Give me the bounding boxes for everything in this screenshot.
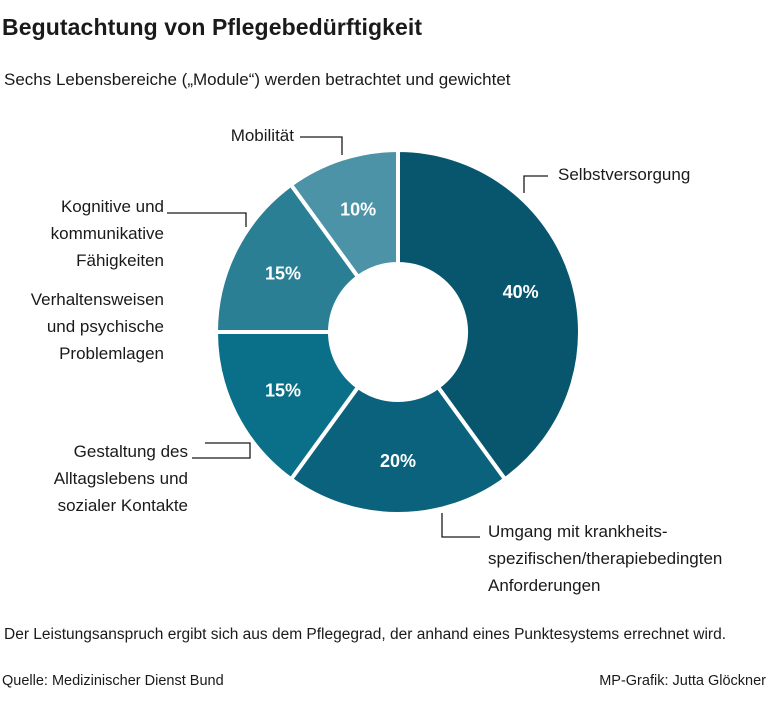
donut-slice bbox=[213, 181, 361, 334]
leader-line bbox=[523, 175, 548, 193]
chart-title: Begutachtung von Pflegebedürftigkeit bbox=[2, 14, 423, 40]
category-label: kommunikative bbox=[51, 224, 164, 243]
footnote: Der Leistungsanspruch ergibt sich aus de… bbox=[4, 626, 727, 643]
category-label: Alltagslebens und bbox=[54, 469, 188, 488]
donut-slice bbox=[288, 147, 400, 280]
category-label: sozialer Kontakte bbox=[58, 496, 188, 515]
slice-value-label: 40% bbox=[503, 282, 539, 302]
leader-line bbox=[167, 212, 247, 227]
donut-slice bbox=[288, 384, 508, 516]
graphic-credit: MP-Grafik: Jutta Glöckner bbox=[599, 673, 766, 689]
category-label: Problemlagen bbox=[59, 344, 164, 363]
slice-value-label: 15% bbox=[265, 263, 301, 283]
category-label: spezifischen/therapiebedingten bbox=[488, 549, 722, 568]
source-note: Quelle: Medizinischer Dienst Bund bbox=[2, 673, 224, 689]
category-label: Kognitive und bbox=[61, 197, 164, 216]
leader-line bbox=[192, 442, 251, 459]
category-label: Verhaltensweisen bbox=[31, 290, 164, 309]
category-label: Umgang mit krankheits- bbox=[488, 522, 668, 541]
donut-slice bbox=[396, 147, 582, 483]
leader-line bbox=[300, 136, 343, 155]
category-label: Fähigkeiten bbox=[76, 251, 164, 270]
category-label: und psychische bbox=[47, 317, 164, 336]
leader-line bbox=[441, 513, 480, 538]
slice-value-label: 15% bbox=[265, 381, 301, 401]
slice-value-label: 10% bbox=[340, 199, 376, 219]
category-label: Anforderungen bbox=[488, 576, 600, 595]
slice-value-label: 20% bbox=[380, 451, 416, 471]
category-label: Mobilität bbox=[231, 126, 295, 145]
chart-subtitle: Sechs Lebensbereiche („Module“) werden b… bbox=[4, 70, 511, 89]
category-label: Gestaltung des bbox=[74, 442, 188, 461]
donut-slice bbox=[213, 330, 361, 483]
category-label: Selbstversorgung bbox=[558, 165, 690, 184]
